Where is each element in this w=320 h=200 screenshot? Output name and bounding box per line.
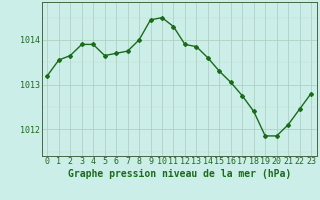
X-axis label: Graphe pression niveau de la mer (hPa): Graphe pression niveau de la mer (hPa) [68, 169, 291, 179]
